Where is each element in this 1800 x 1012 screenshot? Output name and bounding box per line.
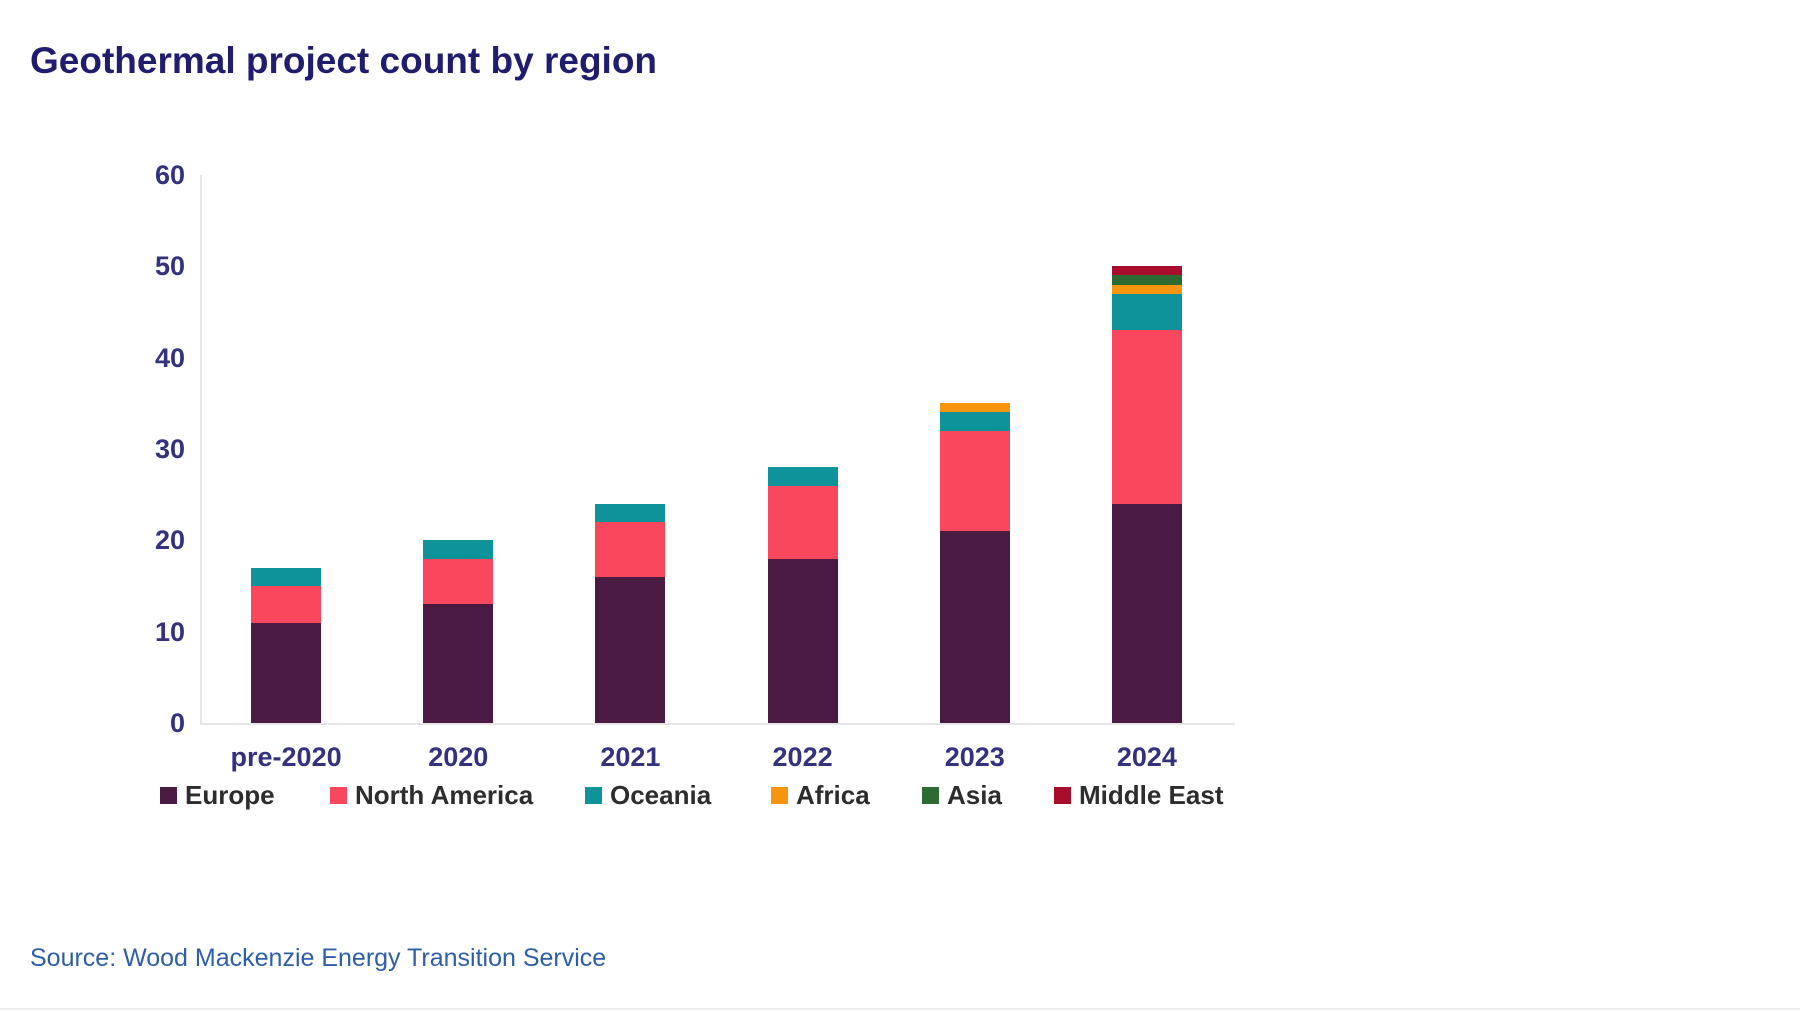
x-axis-label: 2021 (600, 742, 661, 772)
legend-swatch-icon (160, 787, 177, 804)
legend: Europe North America Oceania Africa Asia Midd… (0, 780, 1300, 810)
legend-swatch-icon (1054, 787, 1071, 804)
y-tick-label: 50 (154, 251, 185, 282)
y-tick-label: 60 (154, 160, 185, 190)
bar-segment-oceania (1111, 293, 1182, 331)
y-tick-label: 40 (154, 342, 185, 373)
legend-label: North America (355, 780, 534, 810)
stacked-bar-2021 (595, 503, 666, 723)
legend-item-europe: Europe (160, 780, 275, 811)
bar-segment-north-america (251, 586, 322, 623)
x-axis-label: 2024 (1116, 742, 1177, 772)
legend-label: Africa (796, 780, 870, 810)
bar-segment-africa (1111, 284, 1182, 294)
legend-swatch-icon (585, 787, 602, 804)
stacked-bar-2024 (1111, 266, 1182, 723)
bar-segment-north-america (767, 485, 838, 559)
bar-segment-middle-east (1111, 266, 1182, 276)
y-tick-label: 20 (154, 525, 185, 556)
bar-segment-oceania (251, 567, 322, 586)
bar-segment-north-america (1111, 330, 1182, 504)
legend-item-africa: Africa (771, 780, 870, 811)
chart-title: Geothermal project count by region (30, 40, 658, 81)
legend-label: Europe (185, 780, 275, 810)
y-tick-label: 0 (169, 708, 185, 738)
chart-plot-area (200, 175, 1235, 725)
bar-segment-north-america (423, 558, 494, 605)
legend-swatch-icon (922, 787, 939, 804)
stacked-bar-pre-2020 (251, 567, 322, 723)
y-tick-label: 30 (154, 434, 185, 464)
x-axis-label: 2023 (944, 742, 1005, 772)
bar-segment-europe (939, 531, 1010, 723)
stacked-bar-2020 (423, 540, 494, 723)
bar-segment-oceania (939, 412, 1010, 431)
bar-segment-north-america (939, 430, 1010, 532)
bar-segment-europe (423, 604, 494, 723)
legend-item-oceania: Oceania (585, 780, 711, 811)
stacked-bar-2023 (939, 403, 1010, 723)
bar-segment-europe (251, 622, 322, 723)
x-axis-label: pre-2020 (230, 742, 342, 772)
bar-segment-europe (1111, 503, 1182, 723)
bar-segment-oceania (423, 540, 494, 559)
bar-segment-europe (767, 558, 838, 723)
source-attribution: Source: Wood Mackenzie Energy Transition… (30, 944, 607, 972)
bar-segment-north-america (595, 522, 666, 577)
legend-item-north-america: North America (330, 780, 533, 811)
legend-item-asia: Asia (922, 780, 1002, 811)
legend-label: Asia (947, 780, 1002, 810)
bar-segment-oceania (767, 467, 838, 486)
legend-swatch-icon (330, 787, 347, 804)
legend-label: Oceania (610, 780, 712, 810)
legend-item-middle-east: Middle East (1054, 780, 1223, 811)
bar-segment-asia (1111, 275, 1182, 285)
x-axis-label: 2020 (428, 742, 489, 772)
y-tick-label: 10 (154, 616, 185, 647)
bar-segment-oceania (595, 503, 666, 523)
stacked-bar-2022 (767, 467, 838, 723)
bar-segment-europe (595, 576, 666, 723)
x-axis-label: 2022 (772, 742, 833, 772)
legend-swatch-icon (771, 787, 788, 804)
legend-label: Middle East (1079, 780, 1224, 810)
bar-segment-africa (939, 403, 1010, 413)
page-bottom-divider (0, 1008, 1800, 1010)
